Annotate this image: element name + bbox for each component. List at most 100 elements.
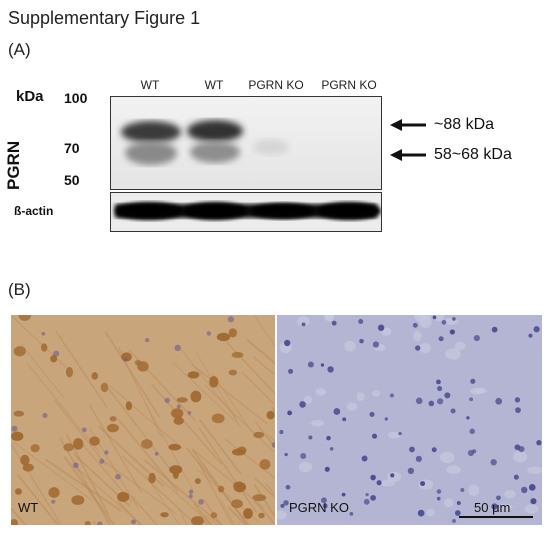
stained-cell — [266, 410, 275, 420]
nucleus — [437, 398, 444, 405]
nucleus — [409, 446, 415, 453]
nucleus — [456, 500, 461, 505]
nucleus — [473, 334, 480, 342]
panel-b-label: (B) — [8, 280, 31, 299]
stained-cell — [50, 355, 58, 363]
nucleus — [533, 326, 540, 333]
nucleus — [283, 500, 289, 506]
nucleus — [285, 484, 291, 490]
nucleus — [513, 474, 519, 480]
figure-title: Supplementary Figure 1 — [8, 8, 201, 28]
nucleus — [51, 499, 56, 504]
stained-cell — [216, 332, 231, 342]
nucleus — [322, 503, 328, 509]
nucleus — [333, 408, 341, 415]
stained-cell — [191, 516, 204, 525]
actin-band-lane1 — [115, 202, 183, 220]
stained-cell — [252, 494, 267, 502]
nucleus — [342, 417, 347, 422]
nucleus — [417, 509, 425, 517]
nucleus — [389, 393, 394, 398]
stained-cell — [11, 431, 24, 441]
nucleus — [115, 473, 121, 480]
nucleus — [390, 473, 395, 478]
nucleus — [72, 462, 79, 469]
nucleus — [377, 324, 385, 331]
stained-cell — [253, 431, 265, 439]
nucleus — [469, 397, 474, 402]
nucleus — [42, 412, 48, 419]
stained-cell — [258, 512, 265, 519]
nucleus — [470, 378, 476, 384]
nucleus — [370, 474, 376, 481]
band-88-lane1 — [121, 121, 181, 143]
stained-cell — [109, 416, 117, 422]
lane-label-1: WT — [140, 78, 160, 92]
ko-lane3-smear — [253, 139, 289, 155]
stained-cell — [176, 397, 188, 403]
stained-cell — [231, 351, 244, 358]
stained-cell — [194, 478, 201, 484]
nucleus — [359, 338, 364, 344]
actin-band-lane2 — [183, 202, 247, 220]
nucleus — [441, 319, 447, 325]
stained-cell — [117, 491, 130, 502]
nucleus — [528, 333, 533, 338]
stained-cell — [63, 443, 74, 452]
band-58-annotation: 58~68 kDa — [390, 146, 512, 164]
band-58-label: 58~68 kDa — [434, 146, 512, 163]
nucleus — [495, 397, 503, 405]
nucleus — [299, 401, 306, 408]
nucleus — [198, 499, 204, 505]
stained-cell — [168, 443, 181, 451]
mw-marker-50: 50 — [64, 172, 80, 188]
pgrn-blot — [110, 96, 382, 190]
pgrn-text: PGRN — [4, 140, 23, 190]
nucleus — [307, 361, 314, 368]
nucleus — [466, 416, 470, 420]
nucleus — [370, 494, 376, 501]
left-arrow-icon — [390, 149, 426, 161]
nucleus — [365, 492, 369, 497]
nucleus — [436, 496, 441, 501]
nucleus — [308, 435, 313, 440]
nucleus — [188, 494, 193, 499]
stained-cell — [73, 438, 84, 450]
nucleus — [398, 431, 402, 436]
nucleus — [412, 322, 418, 328]
nucleus — [327, 366, 334, 373]
nucleus — [81, 427, 87, 433]
nucleus — [437, 386, 443, 392]
wt-micrograph — [11, 315, 275, 525]
stained-cell — [160, 512, 169, 518]
wt-micrograph-image — [11, 315, 275, 525]
nucleus — [444, 392, 451, 399]
stained-cell — [137, 361, 149, 372]
nucleus — [490, 459, 497, 466]
nucleus — [521, 486, 528, 494]
nucleus — [324, 466, 330, 472]
ko-micrograph — [277, 315, 542, 525]
kda-label: kDa — [16, 88, 44, 105]
nucleus — [432, 315, 437, 320]
nucleus — [358, 319, 364, 324]
stained-cell — [91, 372, 99, 380]
nucleus — [431, 447, 437, 453]
lane-label-3: PGRN KO — [248, 78, 304, 92]
nucleus — [372, 433, 378, 439]
mw-marker-70: 70 — [64, 140, 80, 156]
ko-image-label: PGRN KO — [289, 500, 349, 515]
pgrn-blot-image — [111, 97, 381, 189]
stained-cell — [187, 371, 200, 379]
stained-cell — [228, 328, 238, 338]
stained-cell — [48, 487, 60, 498]
stained-cell — [20, 454, 30, 466]
nucleus — [154, 451, 159, 456]
stained-cell — [100, 382, 109, 393]
nucleus — [300, 452, 307, 460]
nucleus — [472, 449, 477, 454]
stained-cell — [13, 346, 26, 357]
stained-cell — [141, 439, 153, 449]
wt-image-label: WT — [18, 500, 39, 515]
nucleus — [11, 425, 18, 432]
